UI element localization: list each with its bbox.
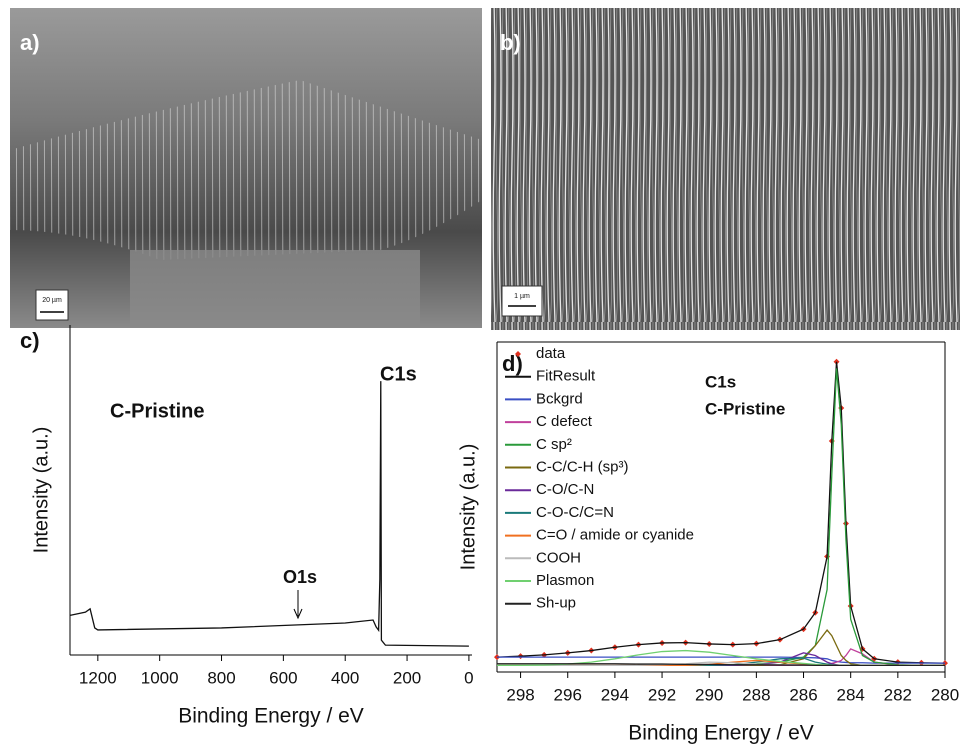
- x-tick-label: 1000: [141, 668, 179, 687]
- legend-label: C=O / amide or cyanide: [536, 527, 694, 544]
- x-tick-label: 294: [601, 685, 629, 704]
- panel-label: a): [20, 30, 40, 55]
- legend-label: Sh-up: [536, 595, 576, 612]
- annotation: C1s: [380, 363, 417, 385]
- x-tick-label: 400: [331, 668, 359, 687]
- annotation: C-Pristine: [705, 399, 785, 418]
- x-tick-label: 288: [742, 685, 770, 704]
- x-axis-label: Binding Energy / eV: [178, 705, 364, 728]
- legend-label: FitResult: [536, 368, 596, 385]
- x-tick-label: 600: [269, 668, 297, 687]
- legend-label: C-O-C/C=N: [536, 504, 614, 521]
- x-tick-label: 280: [931, 685, 959, 704]
- arrow: [293, 590, 303, 620]
- legend-label: COOH: [536, 549, 581, 566]
- x-tick-label: 298: [506, 685, 534, 704]
- x-tick-label: 1200: [79, 668, 117, 687]
- panel-label: d): [502, 351, 523, 376]
- series-line: [69, 381, 469, 647]
- y-axis-label: Intensity (a.u.): [30, 427, 52, 554]
- series-line: [497, 629, 945, 667]
- legend-label: C defect: [536, 413, 593, 430]
- x-axis-label: Binding Energy / eV: [628, 722, 814, 745]
- x-tick-label: 282: [884, 685, 912, 704]
- x-tick-label: 292: [648, 685, 676, 704]
- x-tick-label: 286: [789, 685, 817, 704]
- panel-label: c): [20, 328, 40, 353]
- y-axis-label: Intensity (a.u.): [457, 444, 479, 571]
- annotation: O1s: [283, 567, 317, 587]
- annotation: C-Pristine: [110, 400, 204, 422]
- legend-label: C-O/C-N: [536, 481, 594, 498]
- legend-symbol: [515, 351, 521, 357]
- x-tick-label: 290: [695, 685, 723, 704]
- x-tick-label: 200: [393, 668, 421, 687]
- series-line: [497, 663, 945, 667]
- x-tick-label: 800: [207, 668, 235, 687]
- sem-image-b: [491, 8, 960, 330]
- scale-bar-label: 1 µm: [514, 293, 530, 300]
- scale-bar-label: 20 µm: [42, 297, 62, 304]
- x-tick-label: 0: [464, 668, 473, 687]
- legend-label: Plasmon: [536, 572, 594, 589]
- x-tick-label: 296: [554, 685, 582, 704]
- legend-label: data: [536, 345, 566, 362]
- series-line: [496, 361, 946, 664]
- legend-label: Bckgrd: [536, 390, 583, 407]
- annotation: C1s: [705, 372, 736, 391]
- legend-label: C sp²: [536, 436, 572, 453]
- legend-label: C-C/C-H (sp³): [536, 458, 628, 475]
- sem-image-a: [10, 8, 482, 328]
- panel-label: b): [500, 30, 521, 55]
- x-tick-label: 284: [836, 685, 864, 704]
